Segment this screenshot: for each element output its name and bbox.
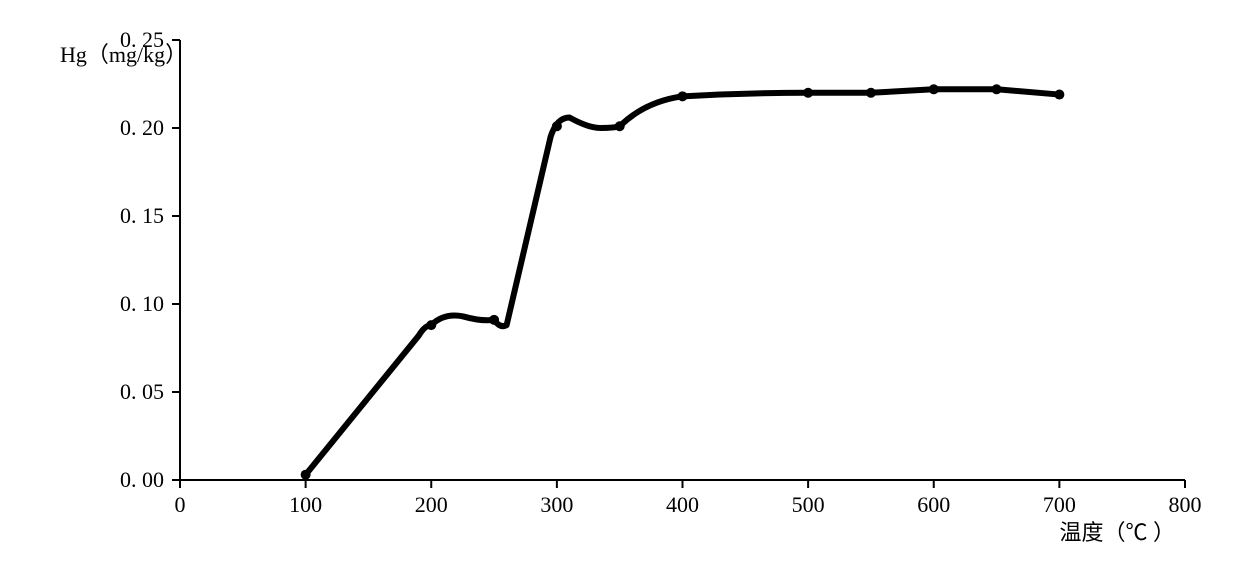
x-tick-label: 200 — [415, 492, 448, 517]
data-point — [615, 121, 625, 131]
x-tick-label: 0 — [175, 492, 186, 517]
y-tick-label: 0. 20 — [120, 115, 164, 140]
data-point — [866, 88, 876, 98]
data-point — [678, 91, 688, 101]
data-point — [552, 121, 562, 131]
chart-container: 0 100 200 300 400 500 600 700 800 0. 00 0. 05 0. 10… — [20, 20, 1220, 554]
x-tick-label: 300 — [540, 492, 573, 517]
x-tick-label: 600 — [917, 492, 950, 517]
x-tick-label: 400 — [666, 492, 699, 517]
x-tick-label: 100 — [289, 492, 322, 517]
data-point — [426, 320, 436, 330]
x-tick-label: 500 — [792, 492, 825, 517]
data-point — [1054, 90, 1064, 100]
x-axis-label: 温度（℃ ） — [1059, 520, 1175, 545]
data-point — [992, 84, 1002, 94]
hg-temp-chart: 0 100 200 300 400 500 600 700 800 0. 00 0. 05 0. 10… — [20, 20, 1220, 554]
data-point — [489, 315, 499, 325]
y-tick-label: 0. 00 — [120, 467, 164, 492]
x-tick-label: 800 — [1169, 492, 1202, 517]
y-axis-label: Hg（mg/kg） — [60, 42, 187, 67]
data-point — [301, 470, 311, 480]
series-line — [306, 89, 1060, 474]
data-point — [929, 84, 939, 94]
data-point — [803, 88, 813, 98]
y-tick-label: 0. 05 — [120, 379, 164, 404]
y-tick-label: 0. 10 — [120, 291, 164, 316]
y-tick-label: 0. 15 — [120, 203, 164, 228]
x-tick-label: 700 — [1043, 492, 1076, 517]
